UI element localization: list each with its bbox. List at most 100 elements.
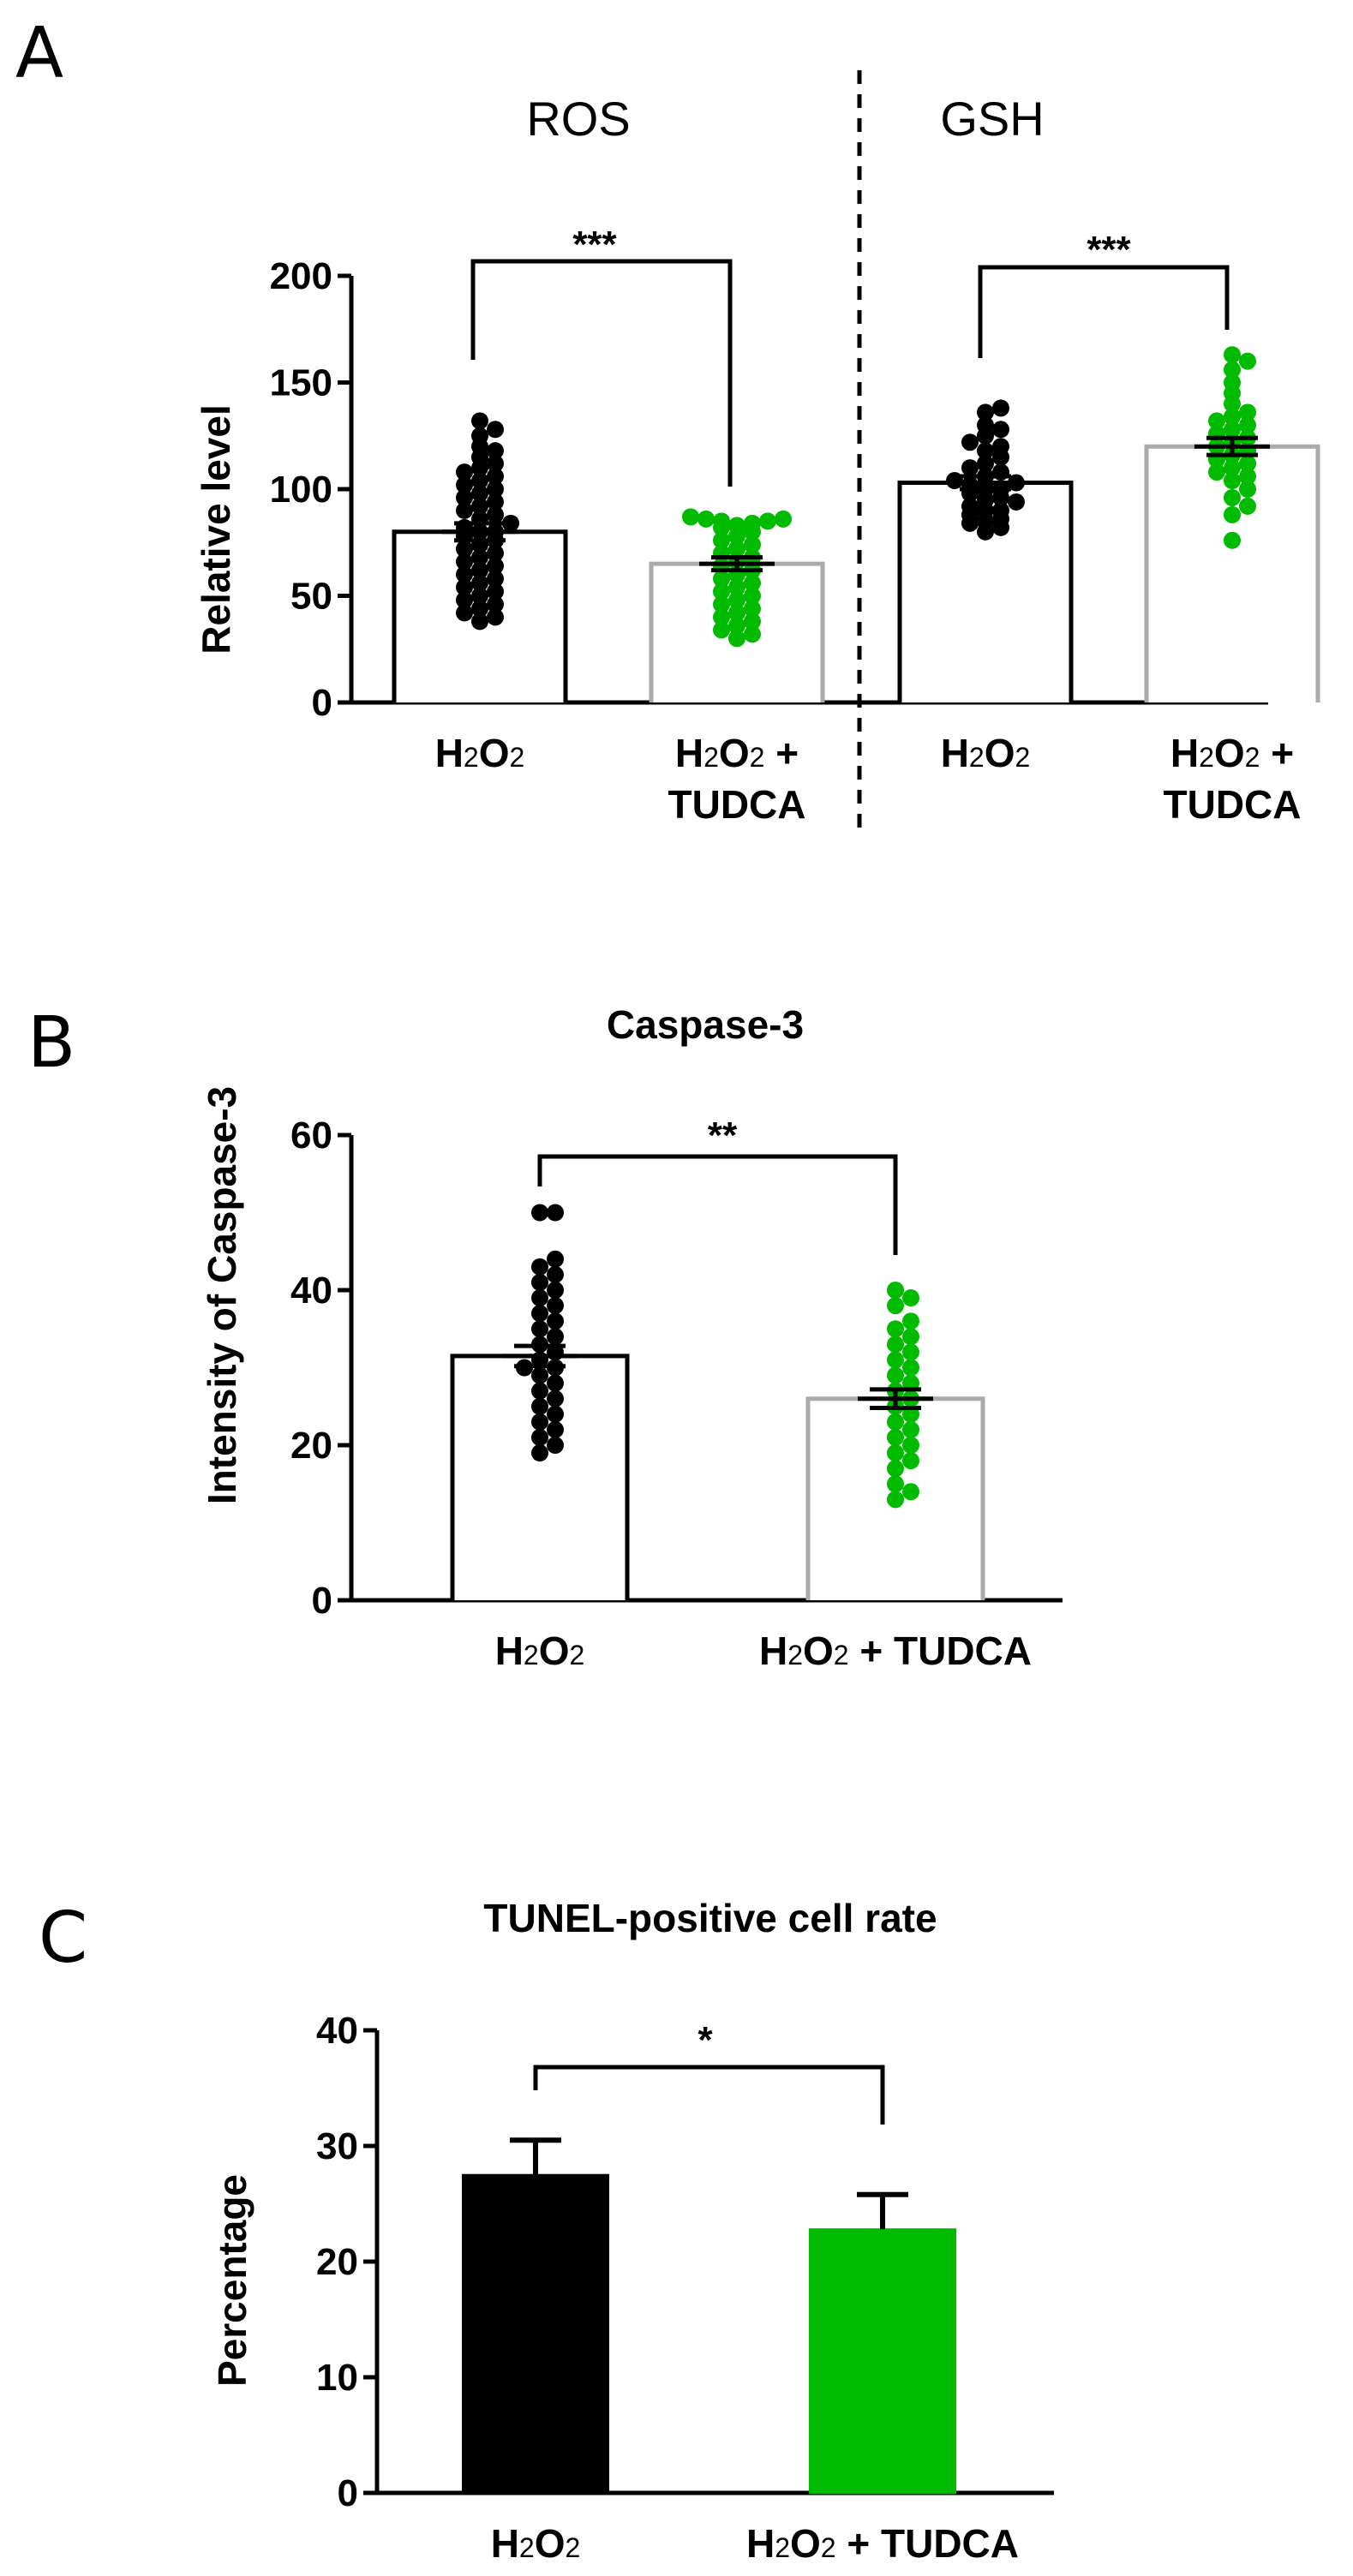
chart-a-data-point	[456, 540, 473, 558]
chart-a-data-point	[456, 565, 473, 583]
chart-c-ylabel: Percentage	[210, 2174, 254, 2387]
chart-a-data-point	[713, 583, 730, 601]
chart-b-ytick-label: 60	[290, 1115, 332, 1157]
chart-a-data-point	[1239, 416, 1256, 434]
chart-a-data-point	[487, 442, 504, 460]
chart-a-ytick-label: 100	[270, 469, 332, 511]
chart-a-data-point	[961, 433, 979, 451]
chart-a-ytick-label: 0	[312, 682, 332, 724]
chart-a-data-point	[728, 604, 745, 622]
chart-a-xlabel-ros-tudca-line2: TUDCA	[668, 782, 806, 827]
chart-c-bar	[809, 2228, 956, 2494]
chart-a-data-point	[744, 613, 761, 631]
chart-a-data-point	[682, 508, 699, 526]
chart-a-data-point	[728, 540, 745, 558]
chart-c-xlabel-h2o2: H2O2	[491, 2521, 581, 2566]
chart-c-ytick-label: 0	[338, 2472, 358, 2514]
chart-a-data-point	[487, 544, 504, 562]
chart-b-data-point	[887, 1282, 904, 1299]
chart-a-data-point	[471, 561, 488, 579]
chart-b-data-point	[531, 1397, 548, 1415]
chart-a-data-point	[502, 514, 519, 532]
chart-a-xlabel-gsh-h2o2: H2O2	[941, 731, 1031, 775]
chart-b-significance-bracket	[537, 1154, 898, 1255]
chart-a-data-point	[1224, 531, 1241, 549]
chart-c-bar	[462, 2173, 609, 2494]
chart-a-data-point	[1208, 412, 1225, 430]
chart-b-data-point	[887, 1320, 904, 1338]
chart-a-ytick-label: 200	[270, 255, 332, 297]
chart-b-data-point	[547, 1420, 564, 1438]
chart-a-data-point	[471, 427, 488, 445]
chart-a-data-point	[713, 512, 730, 530]
chart-a-data-point	[961, 497, 979, 515]
chart-a-xlabel-gsh-tudca-line1: H2O2 +	[1170, 731, 1294, 775]
chart-b-data-point	[902, 1312, 919, 1330]
chart-b-data-point	[531, 1305, 548, 1323]
chart-a-data-point	[992, 501, 1009, 519]
chart-a-data-point	[456, 501, 473, 519]
chart-a-data-point	[471, 548, 488, 566]
chart-a-data-point	[471, 587, 488, 605]
chart-a-ylabel: Relative level	[194, 404, 238, 654]
chart-a-data-point	[456, 463, 473, 481]
chart-a-data-point	[487, 455, 504, 473]
chart-c-xlabel-tudca: H2O2 + TUDCA	[746, 2521, 1019, 2566]
chart-b-data-point	[887, 1336, 904, 1354]
chart-b-title: Caspase-3	[607, 1002, 804, 1047]
chart-b-ytick-label: 40	[290, 1270, 332, 1312]
chart-a-group-title-gsh: GSH	[940, 92, 1044, 146]
chart-a-data-point	[1239, 481, 1256, 498]
chart-a-data-point	[471, 497, 488, 515]
chart-a-data-point	[977, 442, 994, 460]
chart-c-ytick-label: 40	[316, 2010, 358, 2052]
chart-a-data-point	[992, 438, 1009, 456]
chart-a-ytick-label: 150	[270, 362, 332, 404]
chart-b-data-point	[531, 1273, 548, 1291]
chart-b-xlabel-h2o2: H2O2	[495, 1629, 585, 1673]
chart-a-data-point	[1208, 463, 1225, 481]
chart-a-data-point	[992, 399, 1009, 417]
chart-b-data-point	[902, 1359, 919, 1377]
chart-a-ytick-label: 50	[290, 576, 332, 618]
chart-a-data-point	[977, 403, 994, 421]
chart-a-data-point	[1239, 468, 1256, 486]
chart-c-ytick-label: 10	[316, 2357, 358, 2399]
chart-a-data-point	[728, 617, 745, 635]
chart-a-data-point	[487, 468, 504, 486]
chart-a-data-point	[728, 630, 745, 648]
chart-b-data-point	[531, 1428, 548, 1446]
chart-b-data-point	[887, 1351, 904, 1369]
chart-a-data-point	[487, 493, 504, 511]
chart-a-group-title-ros: ROS	[526, 92, 630, 146]
chart-a-data-point	[456, 476, 473, 494]
chart-a-data-point	[1224, 361, 1241, 379]
chart-a-data-point	[456, 604, 473, 622]
chart-a-data-point	[1239, 455, 1256, 473]
chart-a-data-point	[1224, 459, 1241, 477]
chart-b-data-point	[547, 1282, 564, 1299]
chart-a-xlabel-gsh-tudca-line2: TUDCA	[1164, 782, 1302, 827]
panel-letter-c: C	[39, 1898, 87, 1979]
chart-b-data-point	[887, 1297, 904, 1315]
chart-a-data-point	[713, 570, 730, 588]
chart-b-data-point	[531, 1444, 548, 1462]
chart-b-xlabel-tudca: H2O2 + TUDCA	[759, 1629, 1032, 1673]
chart-a-data-point	[456, 488, 473, 506]
chart-b-data-point	[547, 1265, 564, 1283]
chart-b-data-point	[902, 1328, 919, 1346]
chart-a-data-point	[977, 455, 994, 473]
chart-a-data-point	[744, 574, 761, 592]
chart-a-data-point	[471, 412, 488, 430]
panel-letter-b: B	[27, 1002, 75, 1084]
panel-letter-a: A	[15, 13, 63, 94]
chart-b-data-point	[531, 1289, 548, 1307]
chart-b-data-point	[902, 1289, 919, 1307]
chart-a-data-point	[713, 608, 730, 626]
chart-a-data-point	[1224, 488, 1241, 506]
chart-a-data-point	[977, 416, 994, 434]
chart-b-data-point	[887, 1366, 904, 1384]
chart-c-significance-bracket	[533, 2065, 885, 2125]
chart-a-ros-significance: ***	[572, 224, 617, 266]
